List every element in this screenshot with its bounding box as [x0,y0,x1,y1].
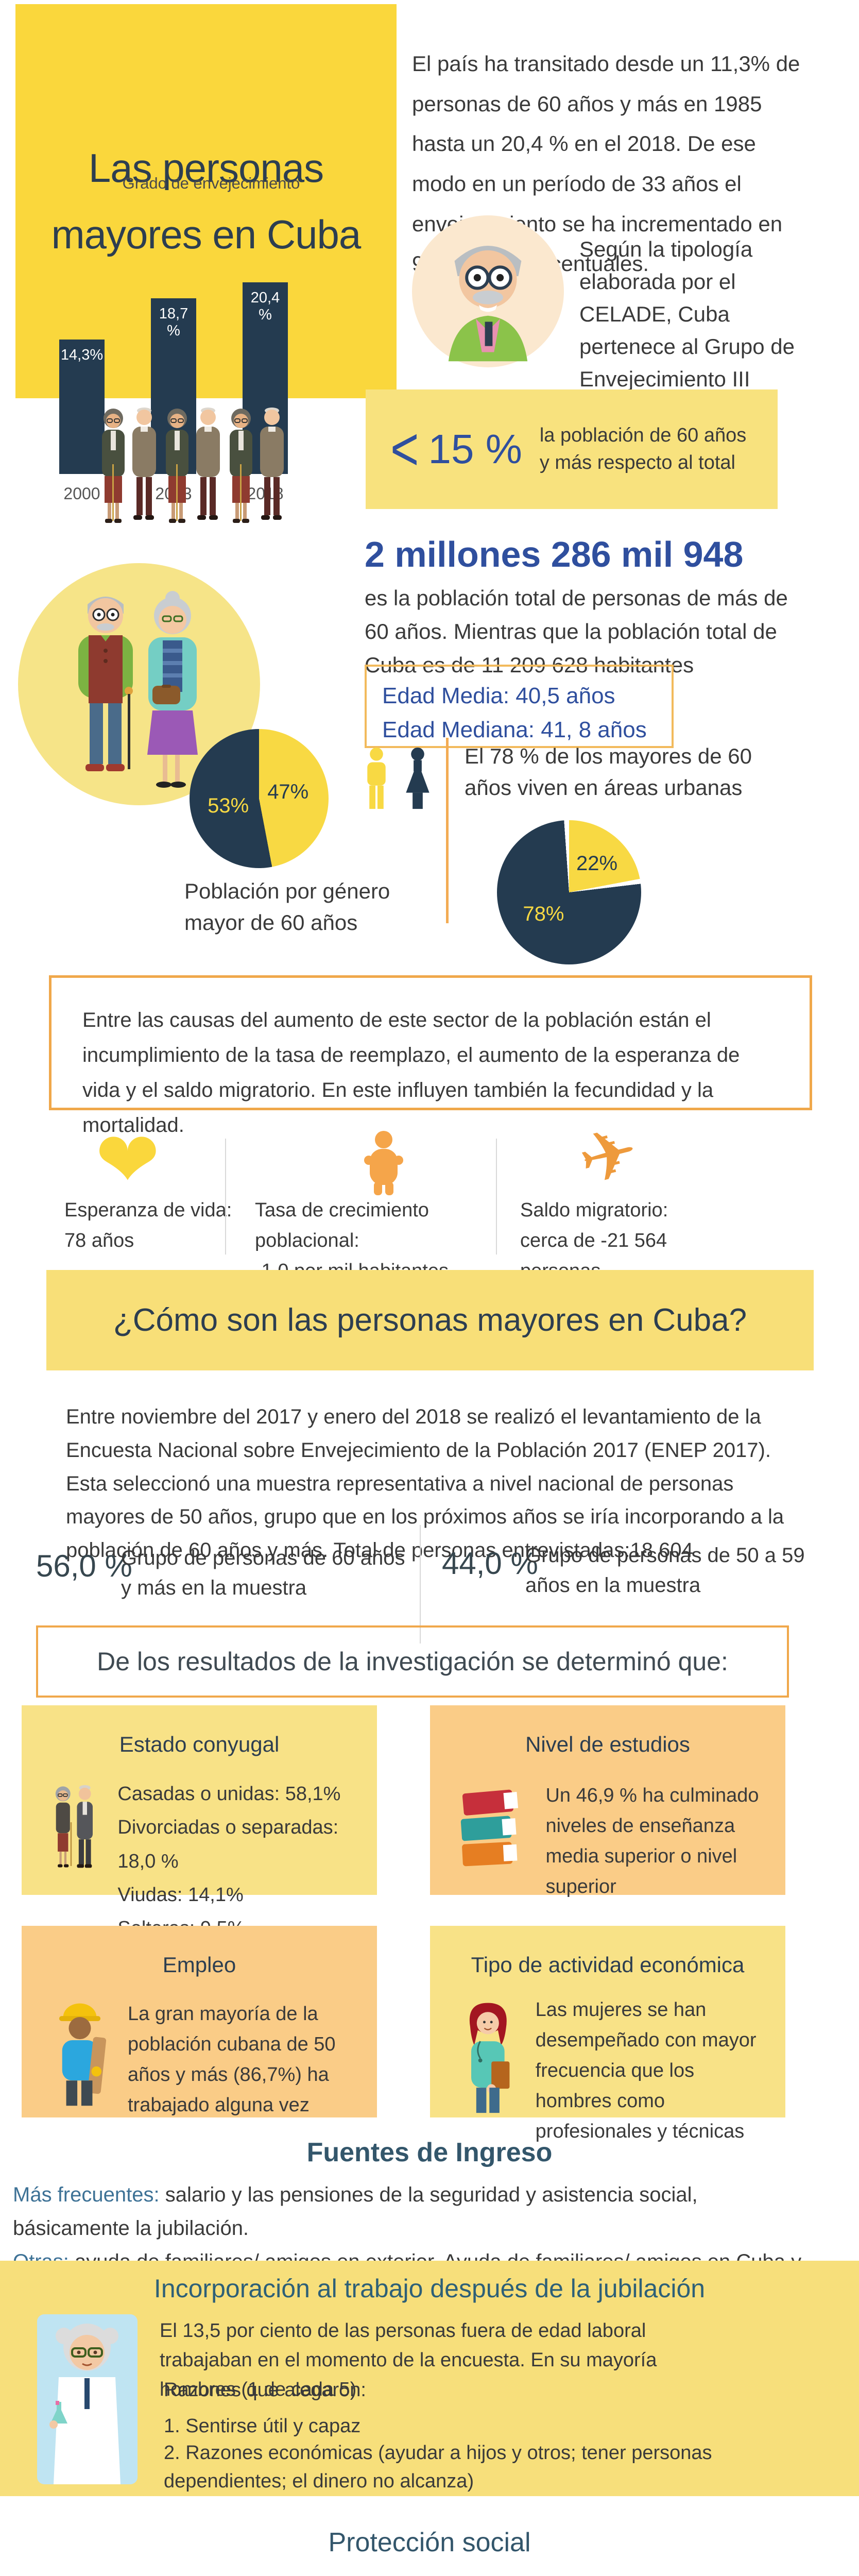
pie-slice-label-male: 47% [267,780,309,803]
retirement-paragraph: El 13,5 por ciento de las personas fuera… [160,2320,657,2400]
under-15-text: la población de 60 años y más respecto a… [539,424,747,473]
survey-section-title: ¿Cómo son las personas mayores en Cuba? [113,1302,747,1338]
results-banner: De los resultados de la investigación se… [36,1625,789,1698]
box-estado-conyugal: Estado conyugal [22,1705,377,1939]
income-lead-frequent: Más frecuentes: [13,2183,160,2206]
bar-value-label: 20,4 % [250,290,280,323]
sample-60plus-label: Grupo de personas de 60 años y más en la… [121,1547,405,1599]
sample-60plus-pct: 56,0 % [36,1549,132,1583]
empleo-text: La gran mayoría de la población cubana d… [128,2003,336,2116]
divider [225,1139,226,1255]
pie-slice-label-rural: 22% [576,852,618,875]
pie-slice-label-urban: 78% [523,902,564,925]
divider [420,1525,421,1643]
box-nivel-estudios: Nivel de estudios Un 46,9 % ha culminado… [430,1705,785,1897]
plane-icon: ✈ [571,1111,646,1201]
social-protection-title: Protección social [328,2528,531,2557]
gender-icons [360,746,436,812]
professional-woman-icon [469,2003,510,2113]
pension-percentage: 68,5% [206,2573,379,2576]
scientist-grandma-icon [37,2314,138,2487]
divider [446,738,449,923]
less-than-icon: < [390,415,419,483]
page-title: Las personas mayores en Cuba [51,145,362,257]
enep-paragraph: Entre noviembre del 2017 y enero del 201… [66,1405,784,1562]
person-icon [360,1128,407,1200]
heart-icon: ❤ [95,1116,160,1203]
reasons-label: Razones que alegaron: [164,2379,366,2401]
pie-slice-label-female: 53% [208,794,249,817]
actividad-text: Las mujeres se han desempeñado con mayor… [535,1999,757,2142]
worker-icon [59,2003,107,2106]
bar-value-label: 14,3% [60,347,104,364]
elderly-couple-icon [55,1785,93,1868]
man-icon [367,747,386,809]
title-box: Las personas mayores en Cuba [15,4,397,398]
urban-note: El 78 % de los mayores de 60 años viven … [465,744,752,800]
reason-1: 1. Sentirse útil y capaz [164,2415,361,2437]
nivel-estudios-text: Un 46,9 % ha culminado niveles de enseña… [545,1785,759,1897]
survey-section-band: ¿Cómo son las personas mayores en Cuba? [46,1270,814,1370]
divider [496,1139,497,1255]
sample-50-59-pct: 44,0 % [442,1546,538,1581]
edad-media: Edad Media: 40,5 años [382,683,615,708]
income-title: Fuentes de Ingreso [306,2138,553,2167]
age-stats-box: Edad Media: 40,5 años Edad Mediana: 41, … [365,665,674,748]
under-15-value: 15 % [428,426,522,472]
retirement-band [0,2261,859,2496]
books-icon [460,1789,519,1867]
retirement-title: Incorporación al trabajo después de la j… [153,2274,706,2303]
bar-chart-title: Grado de envejecimiento [122,174,300,192]
gender-pie-caption: Población por género mayor de 60 años [184,879,390,935]
causes-box: Entre las causas del aumento de este sec… [49,975,812,1137]
sample-50-59-label: Grupo de personas de 50 a 59 años en la … [525,1544,805,1597]
edad-mediana: Edad Mediana: 41, 8 años [382,717,647,742]
celade-note: Según la tipología elaborada por el CELA… [579,237,795,391]
estado-conyugal-values: Casadas o unidas: 58,1% Divorciadas o se… [117,1783,341,1939]
grandfather-avatar-icon [412,215,564,367]
bar-2000: 14,3% [59,340,105,474]
woman-icon [406,747,430,809]
stat-life-expectancy: Esperanza de vida: 78 años [64,1199,232,1251]
bar-axis-label: 2000 [63,484,100,503]
box-empleo: Empleo La gran mayoría de la población c… [22,1926,377,2117]
gender-pie-chart: 53% 47% [190,729,329,868]
box-actividad-economica: Tipo de actividad económica Las mujeres … [430,1926,785,2142]
bar-value-label: 18,7 % [159,306,188,339]
reason-2: 2. Razones económicas (ayudar a hijos y … [164,2442,712,2493]
urban-pie-chart: 22% 78% [497,820,641,964]
population-headline: 2 millones 286 mil 948 [365,534,744,574]
elderly-people-row-icon [95,403,317,526]
under-15-callout: < 15 % la población de 60 años y más res… [366,389,778,509]
